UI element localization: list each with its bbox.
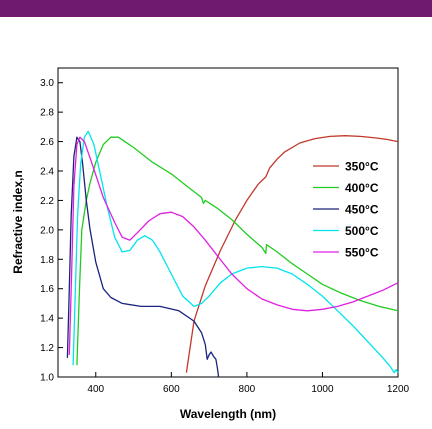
y-tick-label: 2.8 <box>40 108 54 119</box>
x-tick-label: 1000 <box>311 384 334 395</box>
y-tick-label: 1.2 <box>40 343 54 354</box>
y-axis-title: Refractive index,n <box>11 170 25 273</box>
series-lines <box>66 130 399 378</box>
x-tick-label: 800 <box>239 384 256 395</box>
series-line-4 <box>72 130 399 374</box>
axis-ticks: 1.0 1.2 1.4 1.6 1.8 2.0 2.2 2.4 2.6 2.8 3.0 400 600 8… <box>40 78 409 395</box>
x-tick-label: 1200 <box>387 384 410 395</box>
y-tick-label: 2.6 <box>40 137 54 148</box>
y-tick-label: 1.4 <box>40 314 54 325</box>
legend-label-4: 500°C <box>345 224 379 238</box>
series-line-1 <box>185 135 399 373</box>
y-tick-label: 2.0 <box>40 225 54 236</box>
y-tick-label: 1.6 <box>40 284 54 295</box>
y-tick-label: 1.0 <box>40 373 54 384</box>
x-tick-label: 600 <box>163 384 180 395</box>
legend-label-1: 350°C <box>345 160 379 174</box>
y-tick-label: 1.8 <box>40 255 54 266</box>
legend: 350°C 400°C 450°C 500°C 550°C <box>313 160 379 260</box>
x-axis-title: Wavelength (nm) <box>180 407 276 421</box>
y-tick-label: 2.4 <box>40 167 54 178</box>
legend-label-5: 550°C <box>345 246 379 260</box>
plot-frame <box>57 67 399 378</box>
y-tick-label: 2.2 <box>40 196 54 207</box>
series-line-3 <box>66 136 220 378</box>
legend-label-3: 450°C <box>345 203 379 217</box>
series-line-2 <box>76 136 399 366</box>
header-band <box>0 0 432 17</box>
series-line-5 <box>68 136 399 355</box>
y-tick-label: 3.0 <box>40 78 54 89</box>
x-tick-label: 400 <box>87 384 104 395</box>
legend-label-2: 400°C <box>345 181 379 195</box>
